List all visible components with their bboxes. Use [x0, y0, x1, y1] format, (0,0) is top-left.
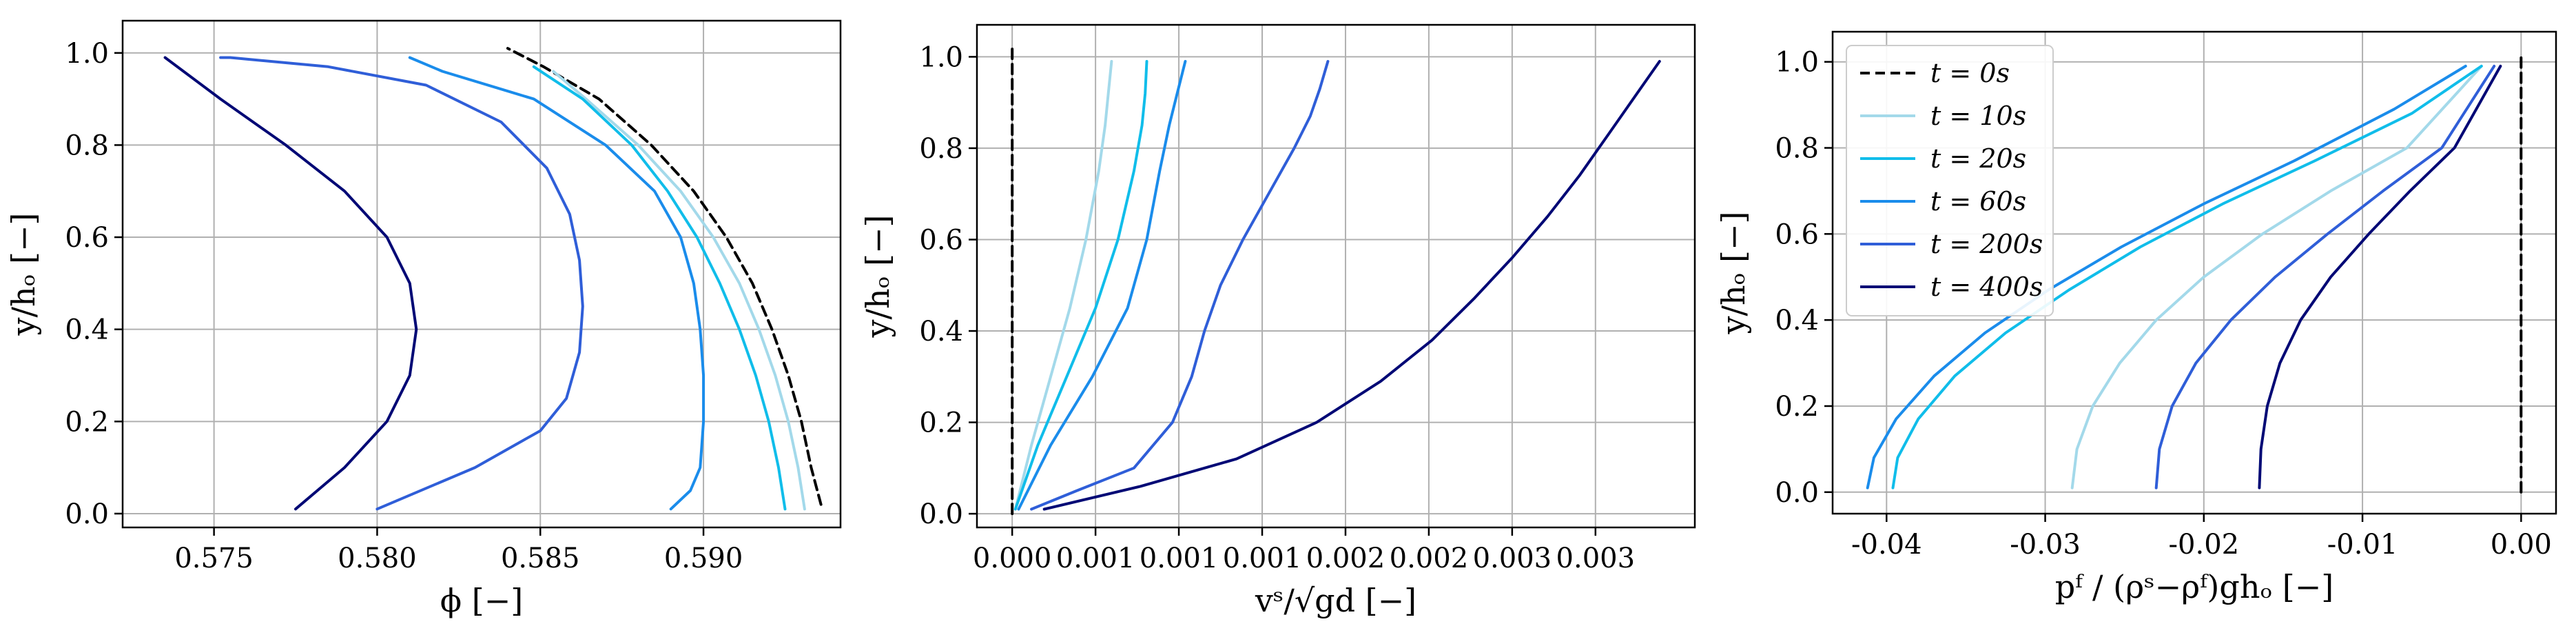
y-tick-label: 0.2: [919, 407, 963, 439]
y-tick-label: 0.0: [1775, 477, 1819, 509]
y-tick-label: 0.2: [65, 406, 109, 438]
grid-lines: [123, 21, 841, 527]
tick-labels: 0.575 0.580 0.585 0.590 0.0 0.2 0.4 0.6 0.8 1.0: [65, 38, 743, 574]
x-tick-label: -0.01: [2327, 529, 2398, 561]
series-line-t60: [1017, 60, 1187, 511]
x-tick-label: -0.02: [2169, 529, 2240, 561]
tick-labels: -0.04 -0.03 -0.02 -0.01 0.00 0.0 0.2 0.4 0.6 0.8 1…: [1775, 47, 2551, 561]
chart-pressure: -0.04 -0.03 -0.02 -0.01 0.00 0.0 0.2 0.4 0.6 0.8 1…: [1715, 30, 2557, 605]
tick-labels: 0.000 0.001 0.001 0.001 0.002 0.002 0.003 0.003…: [919, 41, 1635, 574]
x-tick-label: 0.001: [1223, 543, 1302, 574]
series-line-t20: [1013, 60, 1148, 511]
y-tick-label: 0.0: [919, 498, 963, 530]
x-tick-label: 0.585: [501, 543, 580, 574]
grid-lines: [977, 25, 1695, 527]
series-lines: [1011, 46, 1661, 516]
series-line-t20: [1891, 64, 2483, 490]
x-axis-label: ϕ [−]: [440, 582, 523, 619]
y-tick-label: 0.6: [65, 222, 109, 254]
y-tick-label: 0.0: [65, 498, 109, 530]
legend-label-t20: t = 20s: [1930, 143, 2026, 174]
x-tick-label: 0.580: [338, 543, 417, 574]
x-tick-label: 0.001: [1140, 543, 1219, 574]
x-axis-label: pᶠ / (ρˢ−ρᶠ)ghₒ [−]: [2055, 568, 2333, 605]
x-tick-label: 0.590: [664, 543, 743, 574]
y-tick-label: 0.6: [1775, 219, 1819, 250]
series-line-t10: [552, 70, 806, 511]
y-tick-label: 0.4: [919, 316, 963, 347]
y-tick-label: 1.0: [1775, 47, 1819, 79]
y-tick-label: 0.6: [919, 224, 963, 256]
y-tick-label: 0.8: [919, 133, 963, 165]
y-tick-label: 1.0: [919, 41, 963, 73]
y-axis-label: y/hₒ [−]: [859, 215, 896, 339]
chart-porosity: 0.575 0.580 0.585 0.590 0.0 0.2 0.4 0.6 0.8 1.0 ϕ…: [5, 19, 842, 619]
x-tick-label: 0.575: [174, 543, 254, 574]
y-tick-label: 0.2: [1775, 391, 1819, 423]
plot-frame: [1831, 30, 2557, 515]
series-line-t10: [2070, 64, 2483, 490]
legend: t = 0s t = 10s t = 20s t = 60s t = 200s t = 4…: [1846, 45, 2054, 316]
x-tick-label: 0.003: [1473, 543, 1552, 574]
series-line-t10: [1013, 60, 1113, 511]
series-line-t200: [1030, 60, 1330, 511]
y-tick-label: 0.8: [1775, 133, 1819, 165]
series-lines: [163, 47, 823, 511]
y-axis-label: y/hₒ [−]: [1715, 212, 1752, 335]
y-tick-label: 0.8: [65, 130, 109, 161]
legend-label-t60: t = 60s: [1930, 186, 2026, 216]
legend-label-t400: t = 400s: [1930, 272, 2043, 302]
legend-box: [1846, 45, 2054, 316]
x-tick-label: 0.002: [1390, 543, 1469, 574]
x-tick-label: 0.002: [1306, 543, 1385, 574]
x-tick-label: 0.000: [973, 543, 1052, 574]
x-tick-label: -0.04: [1851, 529, 1922, 561]
x-tick-label: 0.00: [2491, 529, 2552, 561]
plot-frame: [121, 19, 842, 529]
x-tick-label: 0.003: [1556, 543, 1636, 574]
series-line-t200: [219, 56, 584, 511]
y-tick-label: 1.0: [65, 38, 109, 70]
series-line-t60: [408, 56, 705, 511]
legend-label-t200: t = 200s: [1930, 229, 2043, 259]
x-tick-label: -0.03: [2010, 529, 2081, 561]
legend-label-t0: t = 0s: [1930, 58, 2010, 88]
series-line-t200: [2154, 64, 2496, 490]
y-axis-label: y/hₒ [−]: [5, 213, 42, 336]
x-axis-label: vˢ/√gd [−]: [1255, 582, 1416, 619]
legend-label-t10: t = 10s: [1930, 101, 2026, 131]
chart-velocity: 0.000 0.001 0.001 0.001 0.002 0.002 0.003 0.003…: [859, 23, 1696, 619]
y-tick-label: 0.4: [65, 314, 109, 346]
series-line-t20: [532, 65, 787, 511]
series-line-t0: [506, 47, 823, 506]
y-tick-label: 0.4: [1775, 305, 1819, 336]
plot-frame: [976, 23, 1696, 529]
series-line-t400: [163, 56, 418, 511]
x-tick-label: 0.001: [1056, 543, 1135, 574]
series-line-t400: [1042, 60, 1661, 511]
series-line-t400: [2258, 64, 2502, 490]
